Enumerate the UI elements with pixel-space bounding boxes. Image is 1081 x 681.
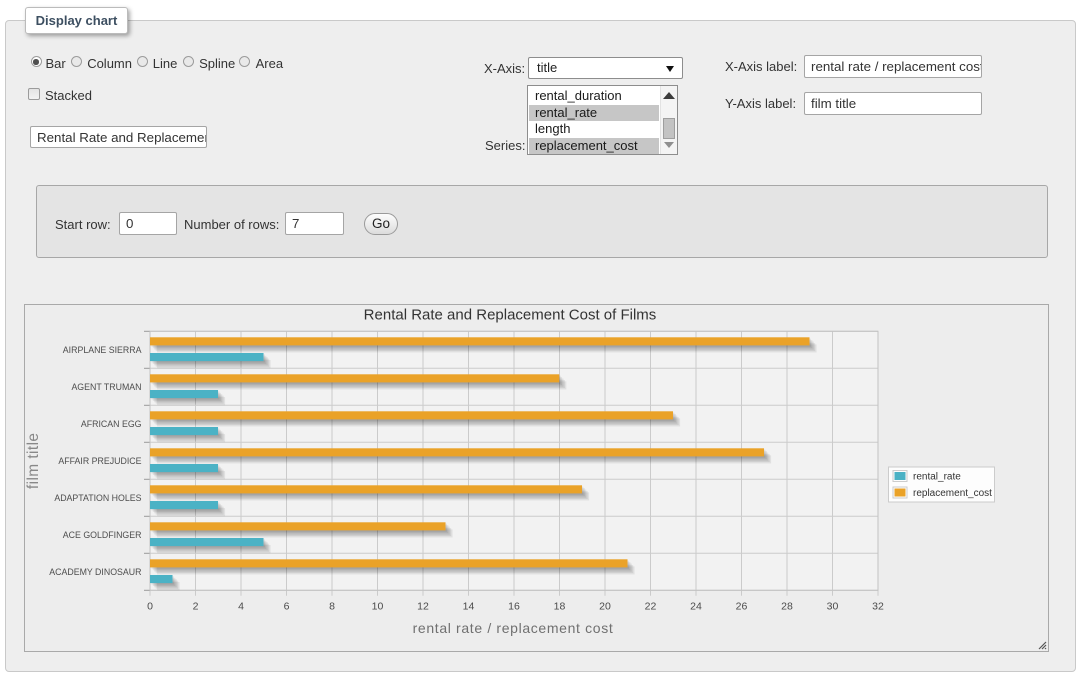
svg-text:12: 12 — [417, 601, 429, 613]
svg-text:28: 28 — [781, 601, 793, 613]
svg-text:ADAPTATION HOLES: ADAPTATION HOLES — [54, 493, 141, 503]
svg-text:14: 14 — [463, 601, 475, 613]
svg-text:ACADEMY DINOSAUR: ACADEMY DINOSAUR — [49, 567, 141, 577]
svg-text:10: 10 — [372, 601, 384, 613]
svg-text:Rental Rate and Replacement Co: Rental Rate and Replacement Cost of Film… — [364, 307, 657, 324]
svg-text:22: 22 — [645, 601, 657, 613]
svg-text:film title: film title — [25, 433, 42, 490]
svg-text:18: 18 — [554, 601, 566, 613]
svg-text:AFFAIR PREJUDICE: AFFAIR PREJUDICE — [58, 456, 141, 466]
svg-text:30: 30 — [827, 601, 839, 613]
svg-text:26: 26 — [736, 601, 748, 613]
svg-text:rental_rate: rental_rate — [913, 472, 961, 483]
svg-text:8: 8 — [329, 601, 335, 613]
svg-text:AGENT TRUMAN: AGENT TRUMAN — [71, 382, 141, 392]
svg-text:ACE GOLDFINGER: ACE GOLDFINGER — [63, 530, 142, 540]
svg-text:32: 32 — [872, 601, 884, 613]
svg-text:6: 6 — [284, 601, 290, 613]
svg-text:16: 16 — [508, 601, 520, 613]
svg-text:rental rate / replacement cost: rental rate / replacement cost — [413, 620, 614, 636]
svg-text:replacement_cost: replacement_cost — [913, 488, 992, 499]
svg-text:AIRPLANE SIERRA: AIRPLANE SIERRA — [63, 345, 142, 355]
svg-text:AFRICAN EGG: AFRICAN EGG — [81, 419, 142, 429]
svg-text:4: 4 — [238, 601, 244, 613]
svg-text:24: 24 — [690, 601, 702, 613]
svg-text:0: 0 — [147, 601, 153, 613]
svg-text:2: 2 — [193, 601, 199, 613]
svg-text:20: 20 — [599, 601, 611, 613]
